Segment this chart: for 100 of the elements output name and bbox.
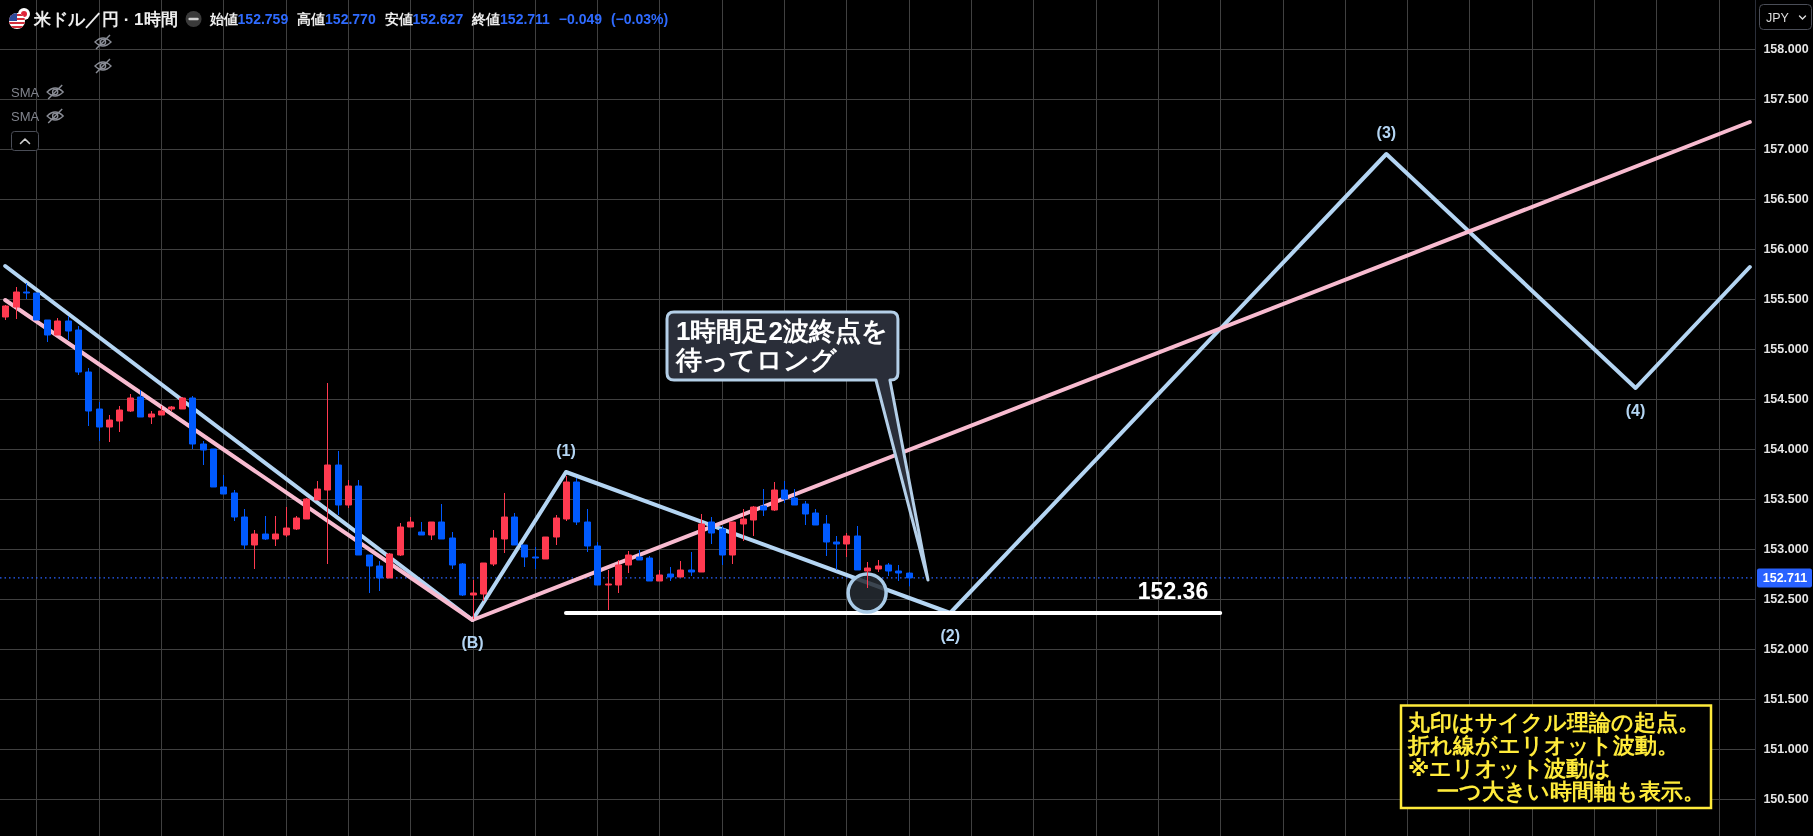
annotation: 一つ大きい時間軸も表示。 — [1437, 779, 1705, 804]
candlestick — [44, 319, 51, 343]
annotation: (2) — [940, 626, 960, 644]
y-tick-label: 155.500 — [1763, 292, 1809, 306]
candlestick — [189, 395, 196, 450]
candlestick — [148, 410, 155, 425]
candlestick — [23, 282, 30, 300]
y-tick-label: 154.000 — [1763, 442, 1809, 456]
candlestick — [625, 550, 632, 574]
candlestick — [584, 508, 591, 553]
candlestick — [553, 514, 560, 546]
candlestick — [875, 559, 882, 573]
candlestick — [220, 474, 227, 495]
y-tick-label: 152.000 — [1763, 642, 1809, 656]
candlestick — [106, 414, 113, 443]
candlestick — [355, 479, 362, 556]
candlestick — [54, 317, 61, 336]
candlestick — [771, 481, 778, 512]
y-tick-label: 156.500 — [1763, 192, 1809, 206]
candlestick — [366, 554, 373, 594]
candlestick — [605, 569, 612, 611]
y-tick-label: 150.500 — [1763, 792, 1809, 806]
candlestick — [397, 522, 404, 557]
candlestick — [615, 559, 622, 594]
candlestick — [885, 562, 892, 577]
candlestick — [542, 536, 549, 560]
candlestick — [2, 304, 9, 321]
y-tick-label: 153.500 — [1763, 492, 1809, 506]
candlestick — [345, 479, 352, 509]
candlestick — [168, 405, 175, 412]
y-tick-label: 155.000 — [1763, 342, 1809, 356]
candlestick — [480, 562, 487, 602]
candlestick — [262, 515, 269, 541]
annotation: 丸印はサイクル理論の起点。 — [1407, 709, 1700, 735]
price-label: 152.711 — [1757, 568, 1812, 588]
candlestick — [85, 367, 92, 427]
candlestick — [760, 488, 767, 517]
y-tick-label: 151.500 — [1763, 692, 1809, 706]
y-tick-label: 151.000 — [1763, 742, 1809, 756]
candlestick — [231, 489, 238, 522]
candlestick — [314, 480, 321, 501]
candlestick — [335, 450, 342, 516]
annotation: (3) — [1376, 123, 1397, 141]
candlestick — [127, 393, 134, 413]
candlestick — [906, 571, 913, 587]
candlestick — [823, 514, 830, 557]
candlestick — [407, 516, 414, 528]
candlestick — [116, 405, 123, 433]
candlestick — [864, 561, 871, 589]
candlestick — [13, 286, 20, 320]
annotation: ※エリオット波動は — [1408, 756, 1612, 781]
candlestick — [418, 521, 425, 536]
candlestick — [303, 497, 310, 520]
y-tick-label: 156.000 — [1763, 242, 1809, 256]
candlestick — [656, 569, 663, 582]
candlestick — [854, 525, 861, 571]
annotation: 待ってロング — [675, 345, 838, 375]
annotation: (B) — [461, 633, 484, 651]
candlestick — [708, 516, 715, 545]
candlestick — [251, 529, 258, 570]
candlestick — [272, 515, 279, 547]
button-currency: JPY — [1759, 4, 1812, 30]
candlestick — [677, 560, 684, 578]
annotation: SMA — [11, 84, 40, 100]
candlestick — [324, 382, 331, 565]
candlestick — [33, 292, 40, 321]
text: 始値152.759 高値152.770 安値152.627 終値152.711 −0.049 (−0.03%) — [209, 11, 669, 27]
candlestick — [75, 325, 82, 376]
candlestick — [895, 564, 902, 582]
candlestick — [698, 513, 705, 573]
candlestick — [781, 480, 788, 504]
candlestick — [791, 488, 798, 506]
candlestick — [490, 529, 497, 567]
candlestick — [833, 535, 840, 571]
candlestick — [65, 315, 72, 341]
candlestick — [521, 544, 528, 568]
candlestick — [573, 477, 580, 526]
text: 米ドル／円 · 1時間 — [33, 9, 178, 29]
candlestick — [750, 505, 757, 537]
candlestick — [719, 525, 726, 566]
candlestick — [179, 396, 186, 410]
candlestick — [137, 389, 144, 418]
candlestick — [594, 541, 601, 586]
annotation: 1時間足2波終点を — [676, 316, 888, 346]
ref-line-label: 152.711 — [1762, 570, 1808, 585]
y-tick-label: 157.000 — [1763, 142, 1809, 156]
candlestick — [386, 552, 393, 579]
candlestick — [802, 500, 809, 526]
candlestick — [511, 512, 518, 546]
annotation: 折れ線がエリオット波動。 — [1407, 733, 1679, 758]
candlestick — [376, 560, 383, 592]
candlestick — [283, 506, 290, 538]
candlestick — [501, 492, 508, 554]
candlestick — [532, 546, 539, 570]
candlestick — [563, 475, 570, 522]
candlestick — [428, 521, 435, 541]
annotation: (1) — [556, 441, 576, 459]
candlestick — [200, 440, 207, 466]
candlestick — [158, 405, 165, 416]
candlestick — [667, 566, 674, 582]
